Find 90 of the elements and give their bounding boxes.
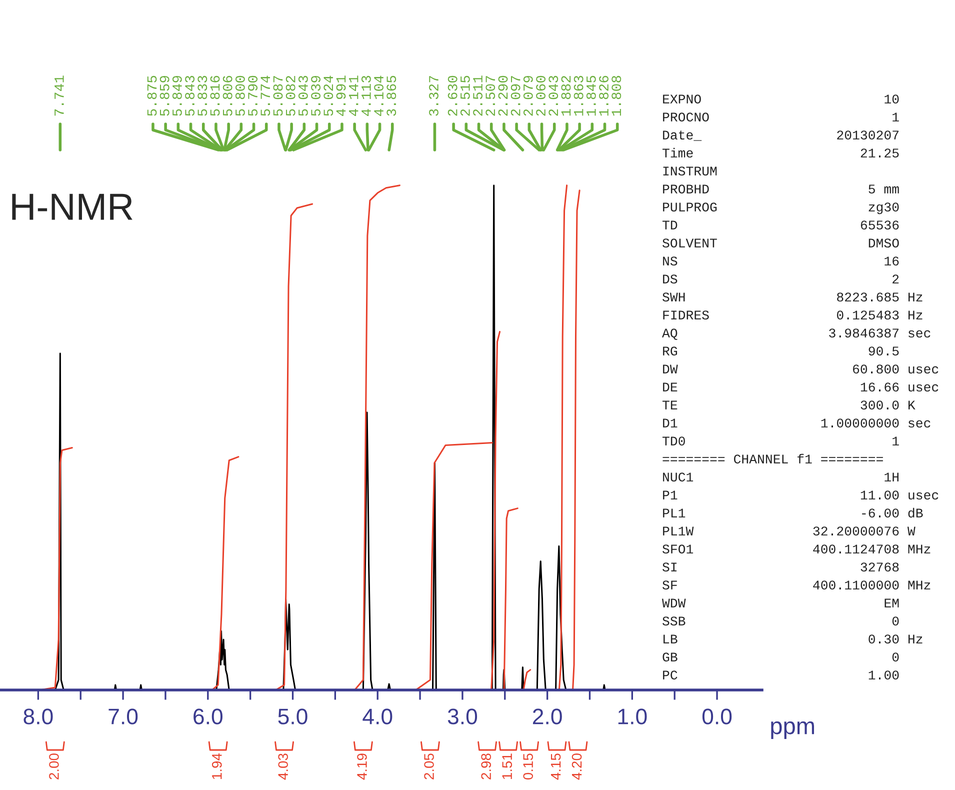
text: EXPNO 10 xyxy=(663,94,899,104)
x-tick-label: 6.0 xyxy=(194,708,222,724)
annotation: TD0 1 xyxy=(662,436,899,446)
text: PROCNO 1 xyxy=(663,112,899,122)
text: 5.082 xyxy=(286,76,296,116)
annotation: SWH 8223.685 Hz xyxy=(662,292,922,302)
text: 4.104 xyxy=(374,76,384,116)
annotation: PULPROG zg30 xyxy=(663,202,899,214)
text: 4.141 xyxy=(349,76,358,116)
annotation: PC 1.00 xyxy=(663,670,899,680)
x-tick-label: 2.0 xyxy=(532,708,562,724)
annotation: TD 65536 xyxy=(662,220,899,230)
text: 2.515 xyxy=(460,76,470,116)
annotation: PL1 -6.00 dB xyxy=(663,508,923,518)
annotation: LB 0.30 Hz xyxy=(664,634,922,644)
text: Time 21.25 xyxy=(662,148,899,158)
text: 7.741 xyxy=(54,76,64,116)
annotation: SOLVENT DMSO xyxy=(662,238,899,248)
annotation: SF 400.1100000 MHz xyxy=(662,580,930,590)
annotation: WDW EM xyxy=(662,598,899,608)
annotation: GB 0 xyxy=(662,652,899,662)
annotation: SI 32768 xyxy=(662,562,899,572)
text: 5.875 xyxy=(147,76,157,116)
text: 5.806 xyxy=(222,76,232,116)
text: 4.20 xyxy=(572,754,582,780)
annotation: SFO1 400.1124708 MHz xyxy=(662,544,930,554)
text: 5.043 xyxy=(298,76,308,116)
text: 5.843 xyxy=(185,76,194,116)
x-tick-label: 7.0 xyxy=(108,708,138,724)
text: 1.845 xyxy=(586,76,596,116)
x-tick-label: 4.0 xyxy=(362,708,392,724)
text: 2.98 xyxy=(481,754,492,780)
text: 1.882 xyxy=(561,76,571,116)
text: INSTRUM xyxy=(663,166,717,176)
text: 2.507 xyxy=(486,76,496,116)
annotation: TE 300.0 K xyxy=(662,400,916,410)
text: 4.991 xyxy=(336,76,346,116)
text: 3.327 xyxy=(429,76,438,116)
text: 1.51 xyxy=(502,754,512,779)
x-axis-title: ppm xyxy=(771,721,814,740)
annotation: ======== CHANNEL f1 ======== xyxy=(662,454,883,464)
text: 5.790 xyxy=(248,76,258,116)
annotation: NUC1 1H xyxy=(663,472,898,482)
annotation: SSB 0 xyxy=(662,616,899,626)
text: 4.19 xyxy=(357,754,367,780)
text: 5.833 xyxy=(198,76,208,116)
text: 0.15 xyxy=(523,754,534,780)
text: 5.087 xyxy=(273,76,283,116)
text: 2.060 xyxy=(536,76,546,116)
annotation: RG 90.5 xyxy=(663,346,899,356)
x-tick-label: 0.0 xyxy=(702,708,732,724)
x-tick-label: 1.0 xyxy=(618,708,647,724)
annotation: DW 60.800 usec xyxy=(663,364,938,374)
text: 4.03 xyxy=(278,754,288,780)
annotation: PL1W 32.20000076 W xyxy=(663,526,916,536)
text: 1.808 xyxy=(612,76,622,116)
annotation: D1 1.00000000 sec xyxy=(663,418,930,428)
annotation: DE 16.66 usec xyxy=(663,382,938,392)
chart-title: H-NMR xyxy=(12,194,132,220)
text: 5.024 xyxy=(324,76,334,116)
x-tick-label: 5.0 xyxy=(278,708,308,724)
text: 2.097 xyxy=(510,76,520,116)
text: Date_ 20130207 xyxy=(663,130,899,141)
text: 5.859 xyxy=(160,76,170,116)
text: 3.865 xyxy=(386,76,396,116)
text: 5.816 xyxy=(210,76,220,116)
text: 5.849 xyxy=(172,76,182,116)
text: 2.511 xyxy=(473,76,482,116)
text: 2.290 xyxy=(498,76,508,116)
annotation: FIDRES 0.125483 Hz xyxy=(663,310,922,320)
text: 2.043 xyxy=(548,76,558,116)
x-tick-label: 8.0 xyxy=(24,708,53,724)
text: 2.05 xyxy=(424,754,434,780)
annotation: DS 2 xyxy=(663,274,899,284)
x-tick-label: 3.0 xyxy=(448,708,478,724)
text: 5.039 xyxy=(311,76,320,116)
text: 2.00 xyxy=(49,754,59,780)
annotation: NS 16 xyxy=(663,256,899,266)
text: 2.079 xyxy=(523,76,533,116)
text: 4.113 xyxy=(361,76,371,116)
annotation: P1 11.00 usec xyxy=(663,490,938,500)
text: 5.774 xyxy=(260,76,270,116)
annotation: AQ 3.9846387 sec xyxy=(662,328,930,340)
text: 1.826 xyxy=(599,76,608,116)
text: 5.800 xyxy=(235,76,245,116)
annotation: PROBHD 5 mm xyxy=(663,184,899,194)
text: 1.863 xyxy=(574,76,584,116)
text: 2.630 xyxy=(448,76,458,116)
text: 4.15 xyxy=(551,754,561,780)
text: 1.94 xyxy=(212,753,222,779)
